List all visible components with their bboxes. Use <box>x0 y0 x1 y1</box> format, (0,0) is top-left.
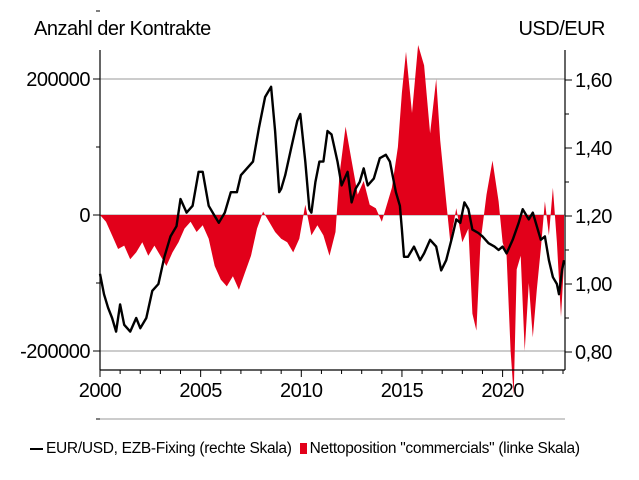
axes: 4000002000000-200000-4000001,601,401,201… <box>20 10 613 420</box>
right-tick-label: 1,20 <box>575 206 612 228</box>
right-tick-label: 1,00 <box>575 274 612 296</box>
legend-area-swatch <box>299 443 307 455</box>
right-tick-label: 0,80 <box>575 342 612 364</box>
legend-line-swatch <box>30 447 43 450</box>
net-position-area <box>100 45 564 396</box>
x-tick-label: 2020 <box>481 380 524 402</box>
eur-usd-line <box>98 85 566 333</box>
eur-usd-line-path <box>98 85 566 333</box>
left-axis-title: Anzahl der Kontrakte <box>34 18 211 40</box>
right-tick-label: 1,60 <box>575 70 612 92</box>
x-tick-label: 2010 <box>280 380 323 402</box>
left-tick-label: 200000 <box>26 69 90 91</box>
legend-item-net-position: Nettoposition "commercials" (linke Skala… <box>296 440 580 458</box>
legend-item-eur-usd: EUR/USD, EZB-Fixing (rechte Skala) <box>30 440 292 458</box>
left-tick-label: -200000 <box>20 341 90 363</box>
left-tick-label: 0 <box>79 205 90 227</box>
right-tick-label: 1,40 <box>575 138 612 160</box>
x-tick-label: 2015 <box>381 380 424 402</box>
net-position-area-path <box>100 45 564 396</box>
legend-label-eur-usd: EUR/USD, EZB-Fixing (rechte Skala) <box>46 440 292 457</box>
chart-plot: 4000002000000-200000-4000001,601,401,201… <box>20 10 613 420</box>
right-axis-title: USD/EUR <box>518 18 605 40</box>
legend: EUR/USD, EZB-Fixing (rechte Skala) Netto… <box>30 440 580 458</box>
x-tick-label: 2000 <box>79 380 122 402</box>
x-tick-label: 2005 <box>179 380 222 402</box>
legend-label-net-position: Nettoposition "commercials" (linke Skala… <box>309 440 580 457</box>
